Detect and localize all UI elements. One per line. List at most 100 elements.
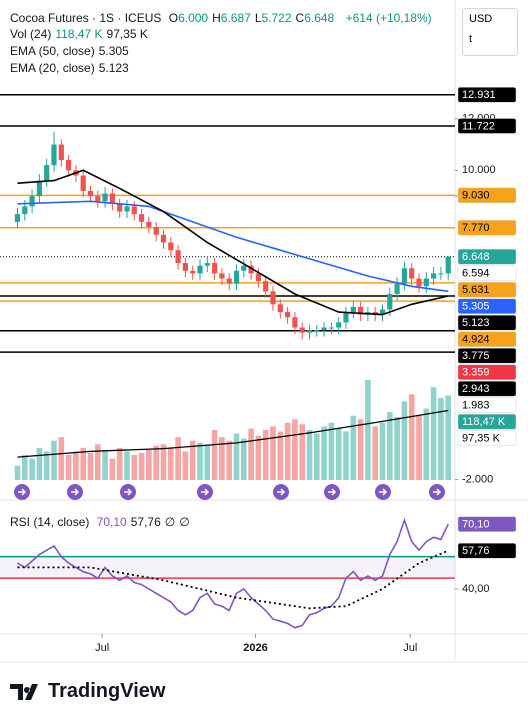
indicator-value: 97,35 K bbox=[106, 27, 148, 41]
currency-box[interactable]: USD t bbox=[462, 8, 518, 56]
volume-ma bbox=[17, 409, 449, 458]
x-tick-label: 2026 bbox=[243, 642, 267, 654]
indicator-name: Vol (24) bbox=[10, 27, 52, 41]
price-label: 3.775 bbox=[462, 350, 490, 362]
rsi-ma bbox=[17, 549, 449, 610]
volume-bar bbox=[241, 438, 247, 480]
ema-line bbox=[17, 169, 449, 316]
ohlc-value: 6.648 bbox=[304, 11, 335, 25]
volume-bar bbox=[182, 451, 189, 480]
price-label: 11.722 bbox=[462, 120, 495, 132]
price-label: 97,35 K bbox=[462, 433, 501, 445]
volume-bar bbox=[328, 422, 335, 480]
price-label-box bbox=[457, 265, 517, 281]
volume-bar bbox=[204, 445, 211, 480]
volume-bar bbox=[160, 444, 167, 480]
candle-body bbox=[109, 193, 115, 204]
volume-bar bbox=[175, 437, 181, 480]
event-arrow bbox=[124, 488, 133, 496]
indicator-legend: Vol (24) 118,47 K 97,35 K bbox=[10, 27, 152, 41]
price-label-box bbox=[457, 298, 517, 314]
volume-bar bbox=[65, 455, 72, 480]
candle-body bbox=[22, 206, 28, 215]
ohlc-value: 6.000 bbox=[178, 11, 209, 25]
ohlc-key: H bbox=[212, 11, 221, 25]
candle-body bbox=[139, 214, 145, 222]
volume-bar bbox=[211, 430, 218, 480]
volume-bar bbox=[416, 415, 422, 480]
x-tick-label: Jul bbox=[403, 642, 417, 654]
volume-bar bbox=[138, 452, 145, 480]
volume-bar bbox=[248, 428, 254, 480]
candle-body bbox=[292, 317, 298, 328]
candle-body bbox=[66, 160, 72, 171]
volume-bar bbox=[146, 450, 152, 480]
price-label: 7.770 bbox=[462, 222, 490, 234]
volume-bar bbox=[394, 417, 400, 480]
candle-body bbox=[51, 144, 57, 166]
y-tick-label: 40,00 bbox=[462, 583, 490, 595]
candle-body bbox=[336, 322, 342, 328]
price-label-box bbox=[457, 314, 517, 331]
candle-body bbox=[160, 234, 167, 243]
volume-bar bbox=[109, 458, 116, 480]
change: +614 (+10,18%) bbox=[345, 11, 432, 25]
volume-bar bbox=[95, 444, 101, 480]
unit: t bbox=[469, 33, 473, 45]
rsi-value: 70,10 bbox=[96, 515, 127, 529]
volume-bar bbox=[314, 433, 320, 480]
candle-body bbox=[423, 278, 429, 287]
rsi-title: RSI (14, close) bbox=[10, 515, 90, 529]
price-label-box bbox=[457, 516, 517, 532]
candle-body bbox=[285, 312, 291, 318]
price-label-box bbox=[457, 281, 517, 298]
volume-bar bbox=[43, 451, 50, 480]
candle-body bbox=[233, 270, 240, 284]
candle-body bbox=[124, 206, 130, 212]
price-label: 9.030 bbox=[462, 190, 490, 202]
price-label-box bbox=[457, 220, 517, 236]
candle-body bbox=[87, 190, 94, 197]
ohlc-key: C bbox=[295, 11, 305, 25]
candle-body bbox=[328, 327, 334, 329]
volume-bar bbox=[219, 437, 225, 480]
y-tick-label: -2.000 bbox=[462, 473, 493, 485]
event-arrow bbox=[71, 488, 80, 496]
volume-bar bbox=[321, 426, 327, 480]
volume-bar bbox=[80, 447, 86, 480]
currency: USD bbox=[469, 13, 493, 25]
price-label-box bbox=[457, 331, 517, 347]
candle-body bbox=[343, 312, 349, 323]
volume-bar bbox=[343, 431, 349, 480]
indicator-value: 118,47 K bbox=[55, 27, 103, 41]
event-arrow bbox=[201, 488, 210, 496]
volume-bar bbox=[270, 426, 276, 480]
volume-bar bbox=[401, 401, 408, 480]
indicator-name: EMA (50, close) bbox=[10, 44, 95, 58]
indicator-value: 5.123 bbox=[98, 61, 129, 75]
ohlc-value: 6.687 bbox=[220, 11, 251, 25]
volume-bar bbox=[233, 433, 240, 480]
candle-body bbox=[358, 306, 364, 315]
event-arrow bbox=[18, 488, 27, 496]
candle-body bbox=[175, 250, 181, 264]
volume-bar bbox=[124, 451, 130, 480]
volume-bar bbox=[350, 415, 357, 480]
candle-body bbox=[409, 268, 415, 279]
ohlc-value: 5.722 bbox=[261, 11, 292, 25]
candle-body bbox=[401, 268, 407, 284]
volume-bar bbox=[365, 380, 371, 480]
price-label: 5.631 bbox=[462, 284, 490, 296]
price-label: 118,47 K bbox=[462, 416, 506, 428]
event-arrow bbox=[328, 488, 337, 496]
volume-bar bbox=[255, 435, 262, 480]
volume-bar bbox=[299, 424, 305, 480]
volume-bar bbox=[335, 428, 342, 480]
volume-bar bbox=[87, 452, 94, 480]
candle-body bbox=[146, 221, 152, 228]
volume-bar bbox=[22, 455, 28, 480]
volume-bar bbox=[197, 442, 203, 480]
rsi-legend: RSI (14, close) 70,10 57,76 ∅ ∅ bbox=[10, 515, 198, 529]
volume-bar bbox=[357, 419, 364, 480]
volume-bar bbox=[372, 426, 378, 480]
